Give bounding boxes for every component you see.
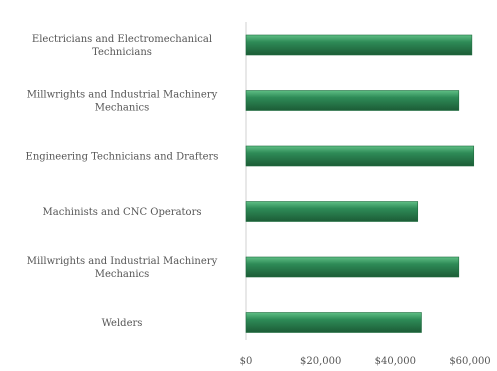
category-label: Millwrights and Industrial Machinery Mech… (27, 90, 218, 114)
x-tick-label: $20,000 (300, 356, 341, 367)
x-tick-label: $0 (240, 356, 253, 367)
bar (245, 312, 422, 333)
x-tick-label: $60,000 (449, 356, 490, 367)
bar (245, 90, 460, 111)
category-label: Engineering Technicians and Drafters (26, 152, 219, 163)
bar (245, 34, 473, 56)
bar (245, 256, 460, 278)
category-label: Machinists and CNC Operators (43, 207, 202, 218)
bar (245, 145, 475, 167)
category-label: Welders (102, 318, 143, 329)
x-tick-label: $40,000 (375, 356, 416, 367)
bar (245, 201, 419, 222)
category-label: Millwrights and Industrial Machinery Mech… (27, 256, 218, 280)
category-label: Electricians and Electromechanical Techni… (32, 34, 212, 58)
